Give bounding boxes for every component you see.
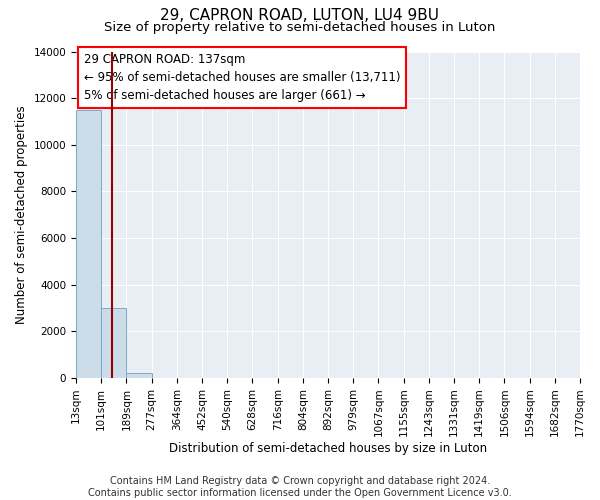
Bar bbox=[76, 110, 101, 378]
Text: 29, CAPRON ROAD, LUTON, LU4 9BU: 29, CAPRON ROAD, LUTON, LU4 9BU bbox=[161, 8, 439, 22]
Y-axis label: Number of semi-detached properties: Number of semi-detached properties bbox=[15, 106, 28, 324]
Text: Contains HM Land Registry data © Crown copyright and database right 2024.
Contai: Contains HM Land Registry data © Crown c… bbox=[88, 476, 512, 498]
Bar bbox=[127, 374, 152, 378]
Text: 29 CAPRON ROAD: 137sqm
← 95% of semi-detached houses are smaller (13,711)
5% of : 29 CAPRON ROAD: 137sqm ← 95% of semi-det… bbox=[83, 53, 400, 102]
Bar bbox=[101, 308, 127, 378]
X-axis label: Distribution of semi-detached houses by size in Luton: Distribution of semi-detached houses by … bbox=[169, 442, 487, 455]
Text: Size of property relative to semi-detached houses in Luton: Size of property relative to semi-detach… bbox=[104, 21, 496, 34]
